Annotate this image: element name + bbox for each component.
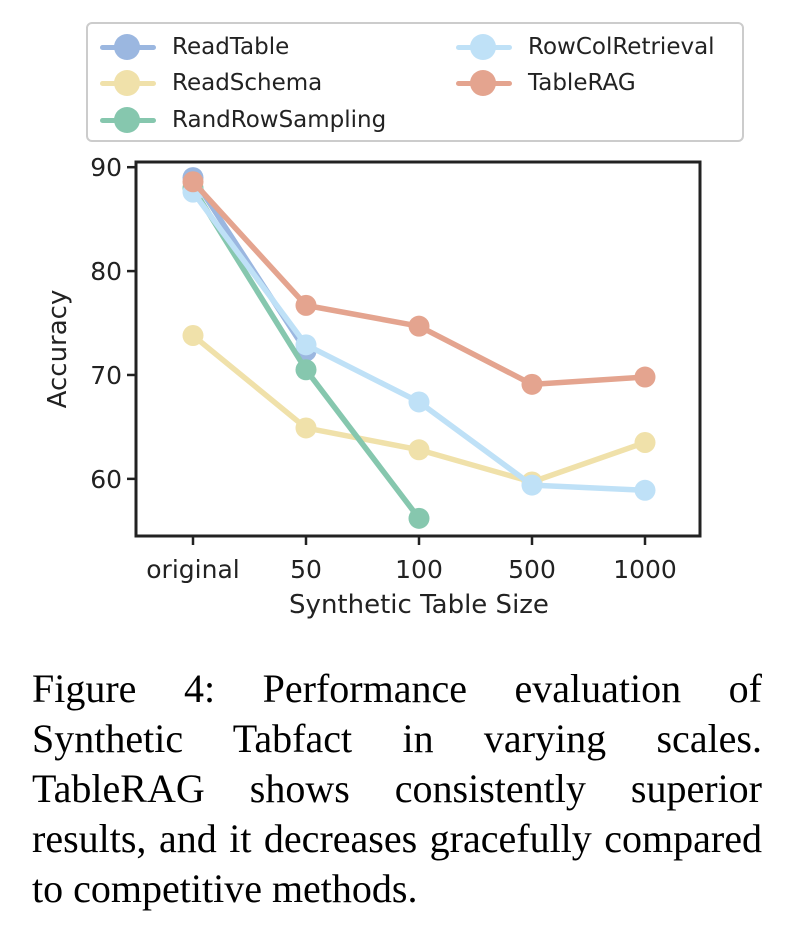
legend-swatch-readschema	[98, 66, 158, 100]
point-readschema-1000	[634, 432, 656, 453]
x-tick-label-1000: 1000	[613, 555, 677, 584]
point-readschema-50	[295, 417, 317, 439]
point-rowcolretrieval-100	[408, 391, 430, 413]
legend-label-rowcolretrieval: RowColRetrieval	[528, 34, 715, 60]
point-randrowsampling-100	[408, 507, 430, 529]
point-randrowsampling-50	[295, 359, 317, 381]
legend-label-tablerag: TableRAG	[528, 70, 636, 96]
y-tick-label-80: 80	[90, 257, 122, 286]
legend-item-readschema: ReadSchema	[98, 66, 322, 100]
legend-label-readschema: ReadSchema	[172, 70, 323, 96]
point-rowcolretrieval-50	[295, 334, 317, 356]
x-tick-label-original: original	[146, 555, 239, 584]
legend-item-randrowsampling: RandRowSampling	[98, 103, 386, 137]
point-tablerag-50	[295, 294, 317, 316]
series-rowcolretrieval	[182, 181, 656, 501]
point-readschema-100	[408, 439, 430, 461]
y-tick-label-60: 60	[90, 465, 122, 494]
point-rowcolretrieval-1000	[634, 479, 656, 501]
legend-swatch-readtable	[98, 30, 158, 64]
figure-caption: Figure 4: Performance evaluation of Synt…	[32, 666, 762, 911]
x-tick-label-50: 50	[290, 555, 322, 584]
legend-label-randrowsampling: RandRowSampling	[172, 107, 387, 133]
y-tick-label-90: 90	[90, 153, 122, 182]
x-axis-title: Synthetic Table Size	[289, 590, 549, 620]
legend-swatch-rowcolretrieval	[454, 30, 514, 64]
legend: ReadTable ReadSchema RandRowSampling Row…	[86, 22, 744, 142]
x-tick-label-500: 500	[508, 555, 556, 584]
x-tick-label-100: 100	[395, 555, 443, 584]
legend-label-readtable: ReadTable	[172, 34, 290, 60]
series-tablerag	[182, 171, 656, 395]
legend-item-readtable: ReadTable	[98, 30, 289, 64]
point-tablerag-1000	[634, 366, 656, 388]
legend-swatch-randrowsampling	[98, 103, 158, 137]
point-tablerag-100	[408, 315, 430, 337]
point-tablerag-500	[521, 373, 543, 395]
point-tablerag-original	[182, 171, 204, 193]
legend-swatch-tablerag	[454, 66, 514, 100]
point-rowcolretrieval-500	[521, 474, 543, 496]
legend-item-tablerag: TableRAG	[454, 66, 636, 100]
legend-item-rowcolretrieval: RowColRetrieval	[454, 30, 715, 64]
y-tick-label-70: 70	[90, 361, 122, 390]
y-axis-title: Accuracy	[43, 290, 73, 409]
point-readschema-original	[182, 324, 204, 346]
series-layer	[182, 167, 656, 529]
axis-layer: 60 70 80 90 original 50 100 500 1000	[90, 153, 677, 584]
line-chart: 60 70 80 90 original 50 100 500 1000 Synthetic T…	[43, 153, 702, 620]
